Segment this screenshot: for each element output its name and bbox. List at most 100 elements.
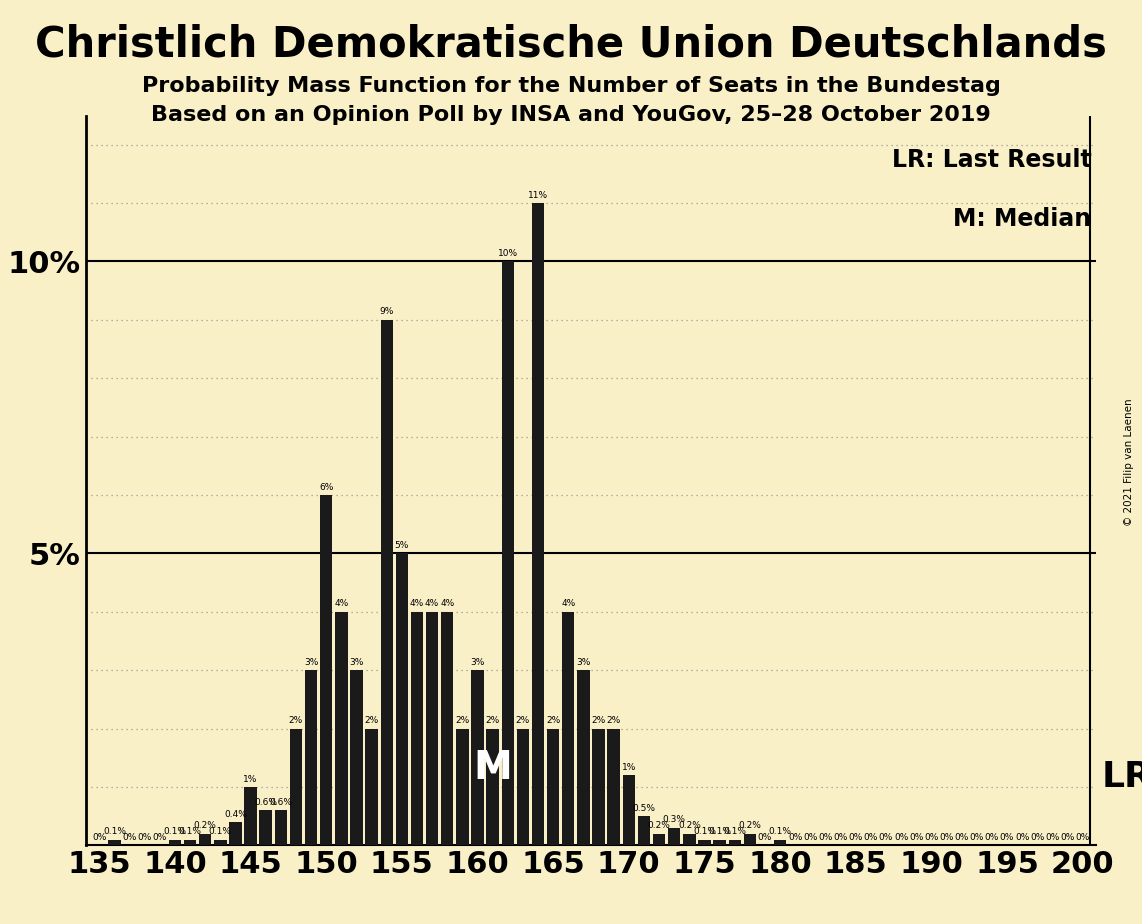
Bar (532, 203, 545, 845)
Bar (501, 261, 514, 845)
Text: 3%: 3% (577, 658, 590, 667)
Bar (653, 833, 666, 845)
Text: 2%: 2% (456, 716, 469, 725)
Text: 0%: 0% (924, 833, 939, 842)
Bar (714, 840, 726, 845)
Text: 0%: 0% (940, 833, 954, 842)
Text: 0.1%: 0.1% (693, 827, 716, 836)
Bar (230, 822, 242, 845)
Text: 0.1%: 0.1% (178, 827, 201, 836)
Bar (305, 670, 317, 845)
Bar (516, 729, 529, 845)
Text: 0%: 0% (1076, 833, 1089, 842)
Text: 10%: 10% (498, 249, 517, 258)
Text: © 2021 Filip van Laenen: © 2021 Filip van Laenen (1124, 398, 1134, 526)
Bar (184, 840, 196, 845)
Bar (622, 775, 635, 845)
Text: 0.1%: 0.1% (163, 827, 186, 836)
Text: 0%: 0% (788, 833, 803, 842)
Bar (259, 810, 272, 845)
Bar (668, 828, 681, 845)
Text: 2%: 2% (592, 716, 605, 725)
Text: 0.2%: 0.2% (194, 821, 217, 831)
Text: 2%: 2% (546, 716, 561, 725)
Text: 0%: 0% (153, 833, 167, 842)
Bar (169, 840, 182, 845)
Text: 0%: 0% (758, 833, 772, 842)
Text: 0.3%: 0.3% (662, 816, 685, 824)
Bar (290, 729, 303, 845)
Bar (335, 612, 347, 845)
Text: LR: LR (1101, 760, 1142, 795)
Text: 0%: 0% (1045, 833, 1060, 842)
Text: 0.6%: 0.6% (255, 798, 278, 807)
Bar (426, 612, 439, 845)
Bar (593, 729, 605, 845)
Bar (441, 612, 453, 845)
Text: 0%: 0% (122, 833, 137, 842)
Text: 0%: 0% (93, 833, 106, 842)
Bar (380, 320, 393, 845)
Text: 11%: 11% (528, 190, 548, 200)
Bar (456, 729, 468, 845)
Text: 0.1%: 0.1% (708, 827, 731, 836)
Text: 0.5%: 0.5% (633, 804, 656, 813)
Text: 2%: 2% (516, 716, 530, 725)
Text: 3%: 3% (471, 658, 484, 667)
Text: Probability Mass Function for the Number of Seats in the Bundestag: Probability Mass Function for the Number… (142, 76, 1000, 96)
Bar (698, 840, 710, 845)
Text: 0%: 0% (879, 833, 893, 842)
Text: 0%: 0% (984, 833, 999, 842)
Text: 3%: 3% (349, 658, 363, 667)
Bar (547, 729, 560, 845)
Bar (577, 670, 589, 845)
Bar (637, 816, 650, 845)
Bar (320, 495, 332, 845)
Text: 0%: 0% (849, 833, 863, 842)
Text: 0.1%: 0.1% (103, 827, 126, 836)
Text: 0.2%: 0.2% (678, 821, 701, 831)
Bar (214, 840, 226, 845)
Bar (244, 787, 257, 845)
Bar (108, 840, 121, 845)
Text: 2%: 2% (289, 716, 303, 725)
Text: 0%: 0% (834, 833, 847, 842)
Text: 0.2%: 0.2% (648, 821, 670, 831)
Text: 0%: 0% (909, 833, 924, 842)
Text: 0.1%: 0.1% (769, 827, 791, 836)
Text: Based on an Opinion Poll by INSA and YouGov, 25–28 October 2019: Based on an Opinion Poll by INSA and You… (151, 105, 991, 126)
Bar (743, 833, 756, 845)
Text: 6%: 6% (319, 482, 333, 492)
Text: 0.2%: 0.2% (739, 821, 762, 831)
Bar (395, 553, 408, 845)
Bar (411, 612, 424, 845)
Text: M: M (473, 749, 512, 787)
Bar (351, 670, 363, 845)
Text: 0%: 0% (894, 833, 908, 842)
Bar (365, 729, 378, 845)
Text: LR: Last Result: LR: Last Result (892, 149, 1092, 173)
Text: 0%: 0% (1061, 833, 1075, 842)
Text: M: Median: M: Median (954, 207, 1092, 231)
Text: 2%: 2% (485, 716, 500, 725)
Bar (486, 729, 499, 845)
Text: 4%: 4% (440, 600, 455, 608)
Text: 0%: 0% (1030, 833, 1045, 842)
Text: 0%: 0% (1000, 833, 1014, 842)
Bar (729, 840, 741, 845)
Text: 0.1%: 0.1% (723, 827, 746, 836)
Bar (608, 729, 620, 845)
Text: 5%: 5% (395, 541, 409, 550)
Text: 4%: 4% (561, 600, 576, 608)
Text: 0%: 0% (955, 833, 968, 842)
Text: 9%: 9% (379, 308, 394, 316)
Bar (562, 612, 574, 845)
Bar (683, 833, 695, 845)
Text: 1%: 1% (243, 774, 258, 784)
Bar (774, 840, 787, 845)
Text: 4%: 4% (425, 600, 440, 608)
Text: 0%: 0% (819, 833, 833, 842)
Text: 0%: 0% (970, 833, 984, 842)
Text: Christlich Demokratische Union Deutschlands: Christlich Demokratische Union Deutschla… (35, 23, 1107, 65)
Text: 0%: 0% (803, 833, 818, 842)
